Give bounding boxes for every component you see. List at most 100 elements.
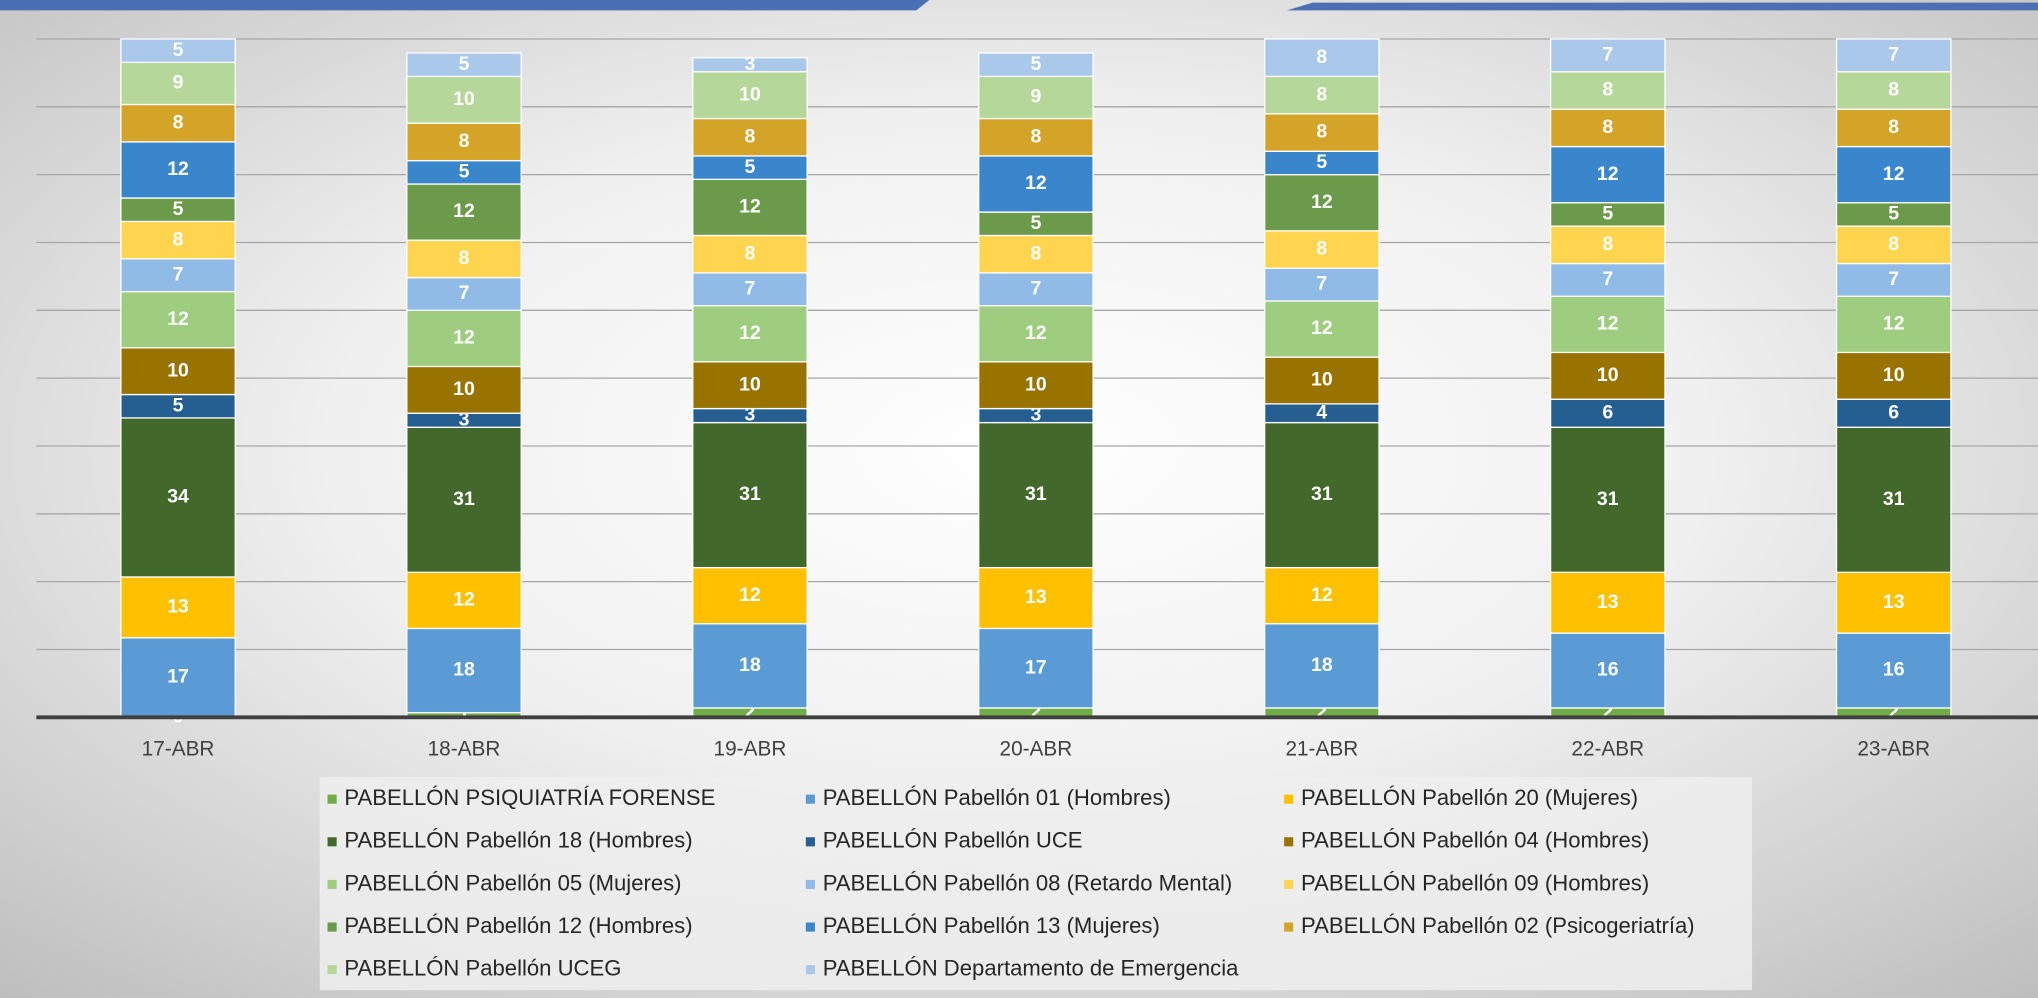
data-label: 31 <box>1883 488 1905 510</box>
bar-segment <box>692 421 808 569</box>
bar-segment <box>1264 421 1380 569</box>
legend-marker <box>327 965 337 975</box>
data-label: 5 <box>459 160 470 182</box>
bar-segment <box>406 183 522 241</box>
x-tick-label: 22-ABR <box>1571 737 1644 760</box>
data-label: 12 <box>739 584 761 606</box>
data-label: 5 <box>173 198 184 220</box>
bar-segment <box>1264 174 1380 232</box>
bar-segment <box>406 365 522 414</box>
bar-segment <box>1835 398 1952 428</box>
legend-label: PABELLÓN Pabellón 02 (Psicogeriatría) <box>1301 913 1695 938</box>
bar-segment <box>1835 145 1952 204</box>
bar-segment <box>1264 566 1380 625</box>
bar-segment <box>692 234 808 274</box>
bar-segment <box>692 623 808 709</box>
data-label: 10 <box>1597 364 1619 386</box>
data-label: 3 <box>745 404 756 426</box>
data-label: 10 <box>1025 373 1047 395</box>
bar-segment <box>1264 300 1380 358</box>
data-label: 12 <box>1311 317 1333 339</box>
bar-segment <box>1835 71 1952 110</box>
bar-segment <box>406 122 522 162</box>
data-label: 10 <box>739 373 761 395</box>
data-label: 5 <box>1888 203 1899 225</box>
bar-segment <box>406 627 522 714</box>
bar-segment <box>692 272 808 307</box>
bar-segment <box>120 417 236 578</box>
x-tick-label: 21-ABR <box>1285 737 1358 760</box>
data-label: 7 <box>1030 277 1041 299</box>
legend: PABELLÓN PSIQUIATRÍA FORENSE PABELLÓN Pab… <box>327 785 1695 981</box>
data-label: 9 <box>173 72 184 94</box>
data-label: 1 <box>459 703 470 725</box>
data-label: 4 <box>1316 401 1327 423</box>
data-label: 2 <box>1888 701 1899 723</box>
bar-segment <box>120 290 236 349</box>
data-label: 10 <box>1311 369 1333 391</box>
data-label: 12 <box>1883 163 1905 185</box>
data-label: 12 <box>453 589 475 611</box>
data-label: 12 <box>1883 313 1905 335</box>
data-label: 12 <box>453 200 475 222</box>
bar-segment <box>1549 351 1666 400</box>
data-label: 12 <box>1025 172 1047 194</box>
data-label: 6 <box>1888 401 1899 423</box>
data-label: 7 <box>1888 44 1899 66</box>
legend-label: PABELLÓN Pabellón 09 (Hombres) <box>1301 870 1649 895</box>
x-tick-label: 20-ABR <box>1000 737 1073 760</box>
bar-segment <box>1835 571 1952 634</box>
data-label: 8 <box>1888 116 1899 138</box>
data-label: 13 <box>1883 591 1905 613</box>
data-label: 12 <box>1597 163 1619 185</box>
bar-segment <box>1549 71 1666 110</box>
bar-segment <box>1549 295 1666 354</box>
legend-marker <box>1284 794 1294 804</box>
data-label: 8 <box>1602 116 1613 138</box>
legend-label: PABELLÓN Pabellón 01 (Hombres) <box>823 785 1171 810</box>
bar-segment <box>120 220 236 260</box>
bar-segment <box>120 576 236 639</box>
data-label: 8 <box>1316 121 1327 143</box>
x-tick-label: 19-ABR <box>714 737 787 760</box>
data-label: 8 <box>1316 83 1327 105</box>
data-label: 31 <box>1025 483 1047 505</box>
bar-segment <box>978 117 1094 157</box>
legend-marker <box>327 794 337 804</box>
data-label: 8 <box>1316 46 1327 68</box>
bar-segment <box>1835 108 1952 148</box>
bar-segment <box>1264 267 1380 302</box>
data-label: 5 <box>1316 151 1327 173</box>
data-label: 5 <box>173 394 184 416</box>
data-label: 7 <box>745 277 756 299</box>
bar-segment <box>692 71 808 120</box>
data-label: 5 <box>1030 53 1041 75</box>
header-strip <box>0 0 930 11</box>
data-label: 12 <box>453 327 475 349</box>
legend-label: PABELLÓN Departamento de Emergencia <box>823 956 1239 981</box>
data-label: 31 <box>739 483 761 505</box>
legend-label: PABELLÓN Pabellón 04 (Hombres) <box>1301 828 1649 853</box>
data-label: 2 <box>745 701 756 723</box>
x-tick-label: 23-ABR <box>1857 737 1930 760</box>
x-tick-label: 18-ABR <box>428 737 501 760</box>
legend-marker <box>327 922 337 932</box>
bar-segment <box>1264 356 1380 405</box>
bar-segment <box>1835 632 1952 709</box>
data-label: 10 <box>1883 364 1905 386</box>
legend-label: PABELLÓN Pabellón 20 (Mujeres) <box>1301 785 1638 810</box>
data-label: 8 <box>1888 79 1899 101</box>
bar-segment <box>692 57 808 73</box>
legend-marker <box>1284 922 1294 932</box>
bar-segment <box>1835 426 1952 573</box>
data-label: 8 <box>1030 242 1041 264</box>
data-label: 8 <box>745 125 756 147</box>
data-label: 8 <box>1602 233 1613 255</box>
legend-marker <box>327 879 337 889</box>
data-label: 7 <box>173 263 184 285</box>
data-label: 7 <box>1602 44 1613 66</box>
bar-segment <box>406 571 522 630</box>
bar-segment <box>692 178 808 237</box>
bar-segment <box>1549 108 1666 148</box>
